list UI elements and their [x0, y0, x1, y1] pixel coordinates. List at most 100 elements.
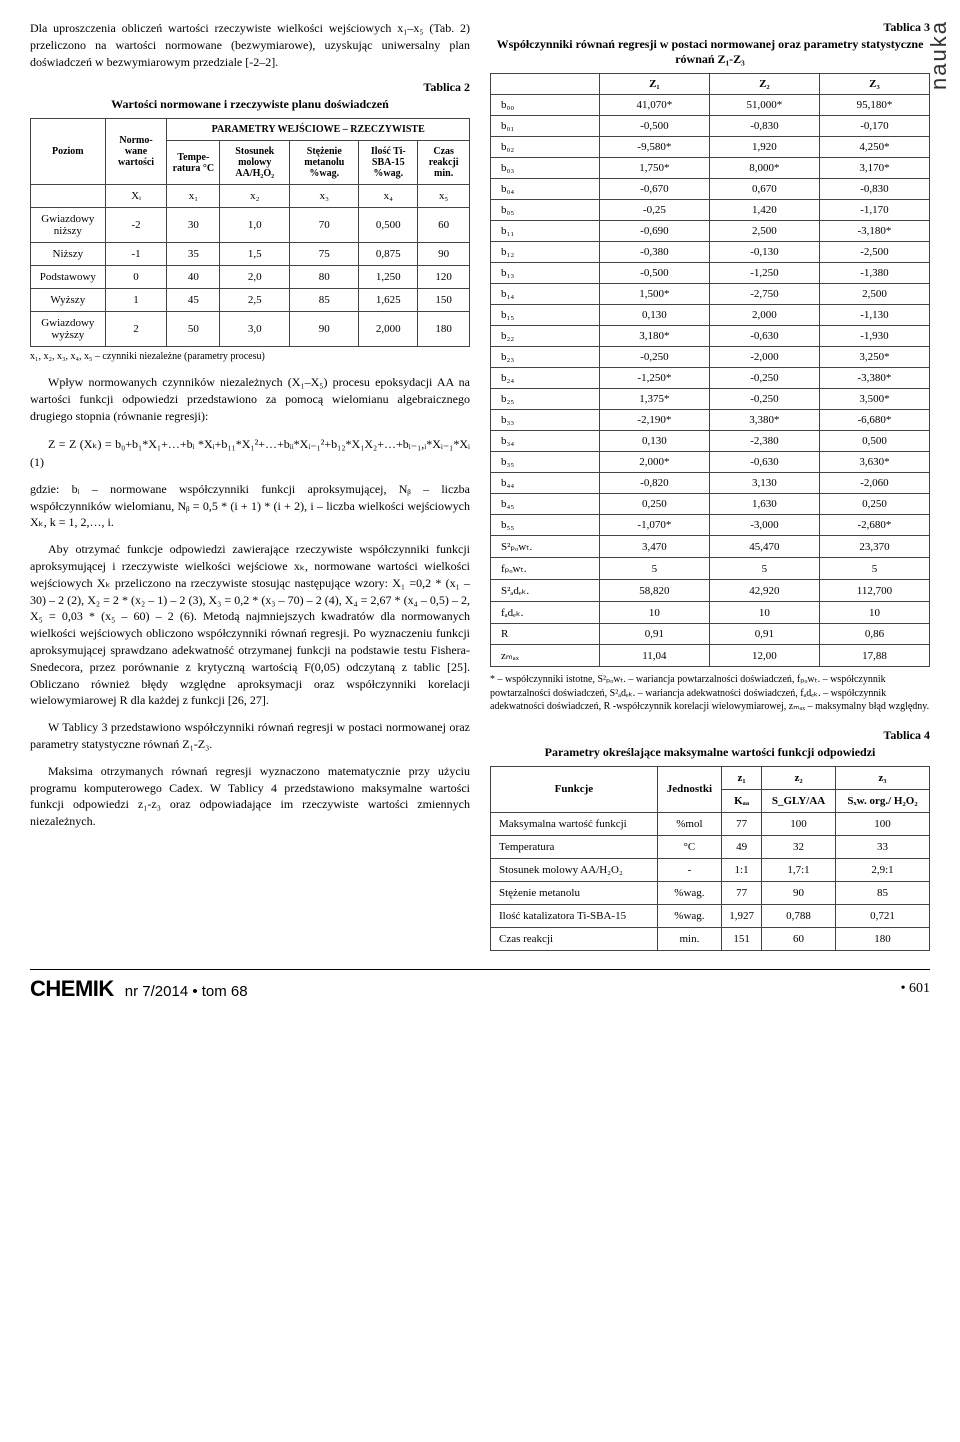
table-cell: 5 [819, 558, 929, 580]
table-cell: 2,000 [359, 312, 418, 347]
table-cell: 0,788 [762, 904, 836, 927]
table-row: b₀₀41,070*51,000*95,180* [491, 95, 930, 116]
table-cell: b₂₅ [491, 389, 600, 410]
footer: CHEMIK nr 7/2014 • tom 68 • 601 [30, 969, 930, 1002]
table-cell: -0,380 [599, 242, 709, 263]
th-z3: Z₃ [819, 74, 929, 95]
table-cell: b₁₂ [491, 242, 600, 263]
table-row: Temperatura°C493233 [491, 835, 930, 858]
table-cell: b₄₄ [491, 473, 600, 494]
table-cell: 3,180* [599, 326, 709, 347]
table-cell: S²ₚₒwₜ. [491, 536, 600, 558]
table-cell: -6,680* [819, 410, 929, 431]
table-cell: 30 [167, 208, 220, 243]
table-cell: 10 [599, 602, 709, 624]
table-cell: 1,625 [359, 289, 418, 312]
table3-label: Tablica 3 [490, 20, 930, 35]
table-cell: -0,250 [709, 368, 819, 389]
table2-label: Tablica 2 [30, 80, 470, 95]
table-cell: 8,000* [709, 158, 819, 179]
table-cell: -1,250* [599, 368, 709, 389]
table-cell: 1 [105, 289, 167, 312]
table-row: fₐdₑₖ.101010 [491, 602, 930, 624]
table-cell: 3,500* [819, 389, 929, 410]
th-stez: Stężenie metanolu %wag. [290, 141, 359, 185]
table3: Z₁ Z₂ Z₃ b₀₀41,070*51,000*95,180*b₀₁-0,5… [490, 73, 930, 667]
table-cell: S²ₐdₑₖ. [491, 580, 600, 602]
footer-left: CHEMIK nr 7/2014 • tom 68 [30, 976, 248, 1002]
table-cell: 0,130 [599, 305, 709, 326]
th-x3: x₃ [290, 185, 359, 208]
table-cell: b₂₄ [491, 368, 600, 389]
table-cell: 151 [722, 927, 762, 950]
table2-body: Xᵢ x₁ x₂ x₃ x₄ x₅ Gwiazdowy niższy-2301,… [31, 185, 470, 347]
table-cell: -0,25 [599, 200, 709, 221]
table-cell: 0,91 [599, 624, 709, 645]
table-cell: 1,920 [709, 137, 819, 158]
table-cell: 1:1 [722, 858, 762, 881]
table-cell: b₃₃ [491, 410, 600, 431]
table-cell: b₅₅ [491, 515, 600, 536]
table2: Poziom Normo-wane wartości PARAMETRY WEJ… [30, 118, 470, 347]
equation-1: Z = Z (Xₖ) = b₀+b₁*X₁+…+bᵢ *Xᵢ+b₁₁*X₁²+…… [30, 435, 470, 471]
table-cell: 58,820 [599, 580, 709, 602]
table-cell: 90 [290, 312, 359, 347]
table-cell: -0,500 [599, 116, 709, 137]
table-cell: 1,375* [599, 389, 709, 410]
table-cell: b₀₃ [491, 158, 600, 179]
table-cell: 0,91 [709, 624, 819, 645]
table-cell: -1 [105, 243, 167, 266]
table-cell: 1,5 [220, 243, 290, 266]
table-row: S²ₚₒwₜ.3,47045,47023,370 [491, 536, 930, 558]
table-row: b₀₁-0,500-0,830-0,170 [491, 116, 930, 137]
table-cell: -0,670 [599, 179, 709, 200]
table-row: b₀₅-0,251,420-1,170 [491, 200, 930, 221]
table-cell: 2,500 [709, 221, 819, 242]
table-cell: 180 [418, 312, 470, 347]
table-cell: 0,130 [599, 431, 709, 452]
table-cell: 45 [167, 289, 220, 312]
th-funkcje: Funkcje [491, 766, 658, 812]
table-cell: b₃₅ [491, 452, 600, 473]
table-cell: b₁₄ [491, 284, 600, 305]
table-cell: -1,380 [819, 263, 929, 284]
table-cell: -0,690 [599, 221, 709, 242]
table-cell: 40 [167, 266, 220, 289]
table-cell: 75 [290, 243, 359, 266]
side-label: nauka [926, 20, 952, 90]
table-cell: 10 [709, 602, 819, 624]
th-ilosc: Ilość Ti-SBA-15 %wag. [359, 141, 418, 185]
table-cell: -2,380 [709, 431, 819, 452]
table-cell: 23,370 [819, 536, 929, 558]
th-z2: z₂ [762, 766, 836, 789]
table-cell: 1,7:1 [762, 858, 836, 881]
table-cell: b₀₀ [491, 95, 600, 116]
table-cell: -2,190* [599, 410, 709, 431]
table-cell: 0 [105, 266, 167, 289]
table-cell: 3,0 [220, 312, 290, 347]
th-z1: Z₁ [599, 74, 709, 95]
table-row: b₃₅2,000*-0,6303,630* [491, 452, 930, 473]
table-cell: 1,250 [359, 266, 418, 289]
table-cell: -2,750 [709, 284, 819, 305]
footer-page: • 601 [901, 981, 930, 997]
table-cell: -0,130 [709, 242, 819, 263]
table-row: zₘₐₓ11,0412,0017,88 [491, 645, 930, 667]
table-cell: b₀₄ [491, 179, 600, 200]
table-row: b₀₄-0,6700,670-0,830 [491, 179, 930, 200]
table-row: Stężenie metanolu%wag.779085 [491, 881, 930, 904]
table-cell: 0,250 [599, 494, 709, 515]
table-cell: 0,500 [359, 208, 418, 243]
para-5: W Tablicy 3 przedstawiono współczynniki … [30, 719, 470, 753]
table-cell: %wag. [657, 881, 721, 904]
table-cell: 33 [836, 835, 930, 858]
table-cell: -1,930 [819, 326, 929, 347]
table-cell: 3,470 [599, 536, 709, 558]
table3-note: * – współczynniki istotne, S²ₚₒwₜ. – war… [490, 673, 930, 714]
table-cell: 100 [762, 812, 836, 835]
th-czas: Czas reakcji min. [418, 141, 470, 185]
table-cell: b₄₅ [491, 494, 600, 515]
table-row: R0,910,910,86 [491, 624, 930, 645]
table-cell: 50 [167, 312, 220, 347]
table-cell: -0,830 [819, 179, 929, 200]
